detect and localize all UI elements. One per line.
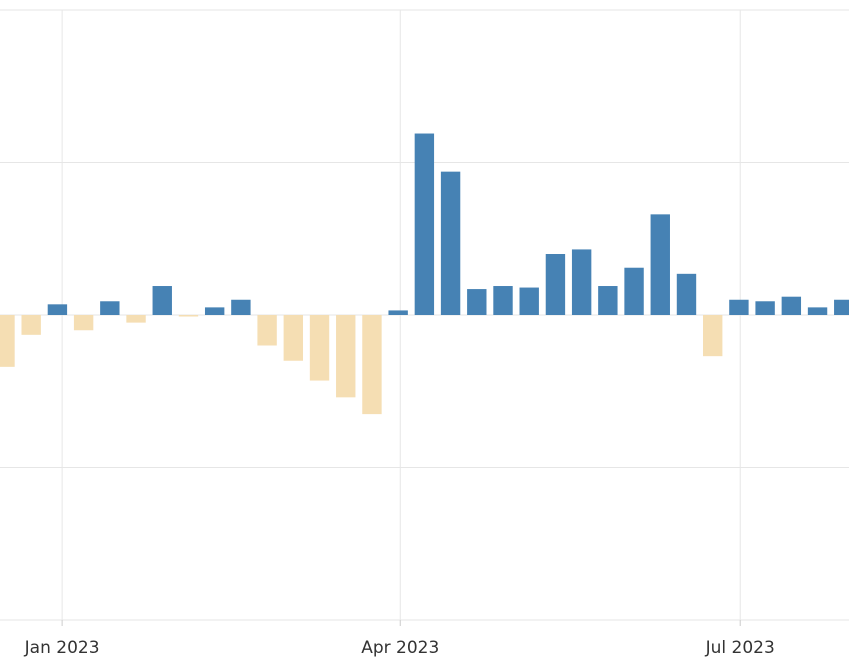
bar [545,254,566,315]
bar [309,315,330,381]
bar [598,286,618,315]
bar [755,301,775,315]
x-tick-label: Jul 2023 [705,638,775,658]
bar [100,301,120,315]
bar [47,304,68,315]
bar [0,315,15,367]
bar [204,307,225,315]
bar [807,307,828,315]
bar [650,214,670,315]
bar [703,315,723,357]
bar [834,299,849,315]
bar [493,286,513,315]
bar [257,315,277,346]
bar [388,310,408,315]
bar [624,267,644,315]
bar [362,315,382,415]
x-tick-label: Apr 2023 [361,638,439,658]
bar [178,315,199,317]
bar [467,289,487,315]
bar [440,171,461,315]
bar [73,315,94,331]
bar [729,299,749,315]
bar [283,315,304,361]
bar [126,315,146,323]
bar [231,299,251,315]
bar [571,249,592,315]
bar [781,296,802,315]
bar [414,133,435,315]
x-tick-label: Jan 2023 [24,638,100,658]
bar [676,273,697,315]
bar [21,315,41,335]
bar [336,315,356,398]
bar [152,286,172,315]
bar [519,287,539,315]
